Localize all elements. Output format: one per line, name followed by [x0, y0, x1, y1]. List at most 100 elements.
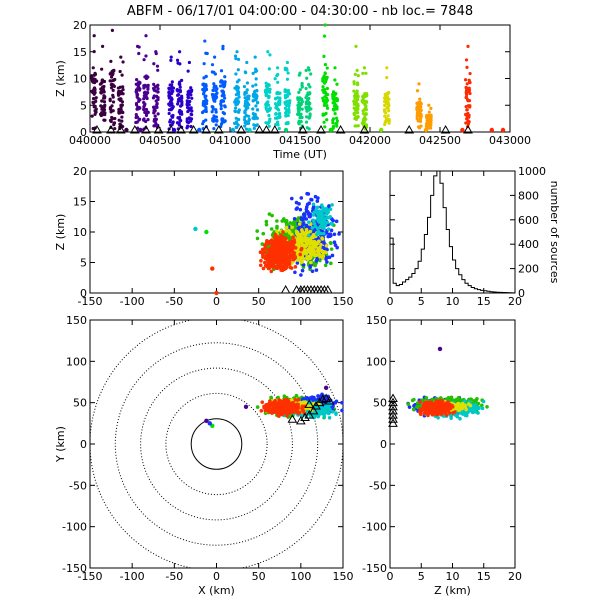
- source-point: [94, 96, 98, 100]
- x-tick-label: 0: [213, 570, 220, 583]
- source-point: [210, 266, 215, 271]
- source-point: [203, 94, 207, 98]
- source-point: [385, 98, 390, 103]
- source-point: [313, 253, 317, 258]
- source-point: [221, 89, 225, 93]
- source-point: [300, 83, 304, 88]
- source-point: [254, 104, 258, 108]
- source-point: [416, 103, 420, 107]
- station-triangle: [254, 124, 265, 134]
- source-point: [305, 202, 310, 207]
- source-point: [264, 103, 268, 107]
- source-point: [276, 123, 280, 127]
- source-point: [212, 70, 216, 74]
- source-point: [202, 62, 206, 66]
- source-point: [189, 86, 193, 90]
- source-point: [252, 126, 256, 130]
- source-point: [449, 395, 454, 400]
- source-point: [186, 93, 190, 97]
- source-point: [334, 412, 338, 416]
- source-point: [320, 212, 324, 217]
- y-tick-label: 150: [66, 314, 87, 327]
- source-point: [278, 400, 283, 404]
- time-height-panel: 040000 040500 041000 041500 042000 042500 0430…: [54, 19, 531, 161]
- y-tick-label: 0: [380, 438, 387, 451]
- source-point: [119, 108, 123, 112]
- source-point: [333, 78, 337, 82]
- source-point: [289, 196, 294, 201]
- source-point: [265, 90, 270, 94]
- source-point: [354, 44, 358, 49]
- source-point: [214, 290, 219, 296]
- source-point: [155, 84, 159, 88]
- source-point: [243, 90, 247, 94]
- source-point: [279, 261, 284, 265]
- source-point: [282, 247, 287, 252]
- source-point: [333, 66, 337, 70]
- source-point: [118, 69, 122, 74]
- y-tick-label: 15: [73, 46, 87, 59]
- x-tick-label: -100: [120, 295, 145, 308]
- source-point: [383, 96, 387, 100]
- source-point: [364, 71, 368, 75]
- source-point: [287, 107, 291, 111]
- source-point: [270, 410, 274, 415]
- source-point: [235, 85, 239, 90]
- source-point: [100, 67, 104, 71]
- source-point: [302, 238, 306, 242]
- x-tick-label: 50: [252, 295, 266, 308]
- source-point: [285, 113, 289, 117]
- source-point: [282, 394, 287, 398]
- source-point: [464, 90, 468, 94]
- source-point: [212, 84, 217, 88]
- source-point: [243, 111, 247, 115]
- source-point: [324, 257, 328, 261]
- station-triangle: [316, 124, 326, 134]
- source-point: [101, 88, 105, 92]
- source-point: [283, 96, 288, 100]
- y-tick-label: 400: [518, 238, 539, 251]
- source-point: [255, 236, 260, 241]
- source-point: [332, 240, 337, 245]
- source-point: [223, 75, 227, 79]
- source-point: [318, 209, 322, 214]
- source-point: [223, 96, 227, 100]
- source-point: [120, 91, 124, 95]
- source-point: [111, 95, 115, 99]
- source-point: [278, 91, 282, 95]
- source-point: [237, 95, 241, 99]
- x-tick-label: 0: [387, 570, 394, 583]
- source-point: [204, 108, 208, 112]
- source-point: [321, 113, 325, 117]
- source-point: [485, 404, 489, 409]
- source-point: [335, 124, 339, 128]
- x-tick-label: 10: [446, 570, 460, 583]
- source-point: [284, 100, 288, 104]
- source-point: [291, 403, 295, 408]
- source-point: [386, 106, 390, 110]
- source-point: [110, 28, 114, 32]
- source-point: [304, 209, 309, 214]
- source-point: [234, 106, 238, 110]
- y-tick-label: -150: [62, 562, 87, 575]
- source-point: [295, 261, 300, 265]
- source-point: [321, 99, 325, 103]
- source-point: [295, 231, 300, 235]
- source-point: [111, 100, 116, 104]
- source-point: [335, 119, 339, 123]
- source-point: [223, 105, 227, 109]
- source-point: [261, 266, 266, 271]
- source-point: [138, 127, 143, 133]
- source-point: [290, 225, 294, 230]
- x-tick-label: -50: [165, 295, 183, 308]
- source-point: [322, 90, 326, 94]
- source-point: [300, 115, 304, 119]
- source-point: [277, 111, 282, 116]
- source-point: [255, 229, 259, 233]
- source-point: [156, 112, 160, 116]
- source-point: [384, 111, 388, 115]
- source-point: [276, 412, 280, 417]
- source-point: [335, 82, 339, 86]
- source-point: [260, 400, 265, 404]
- station-triangle: [106, 124, 116, 134]
